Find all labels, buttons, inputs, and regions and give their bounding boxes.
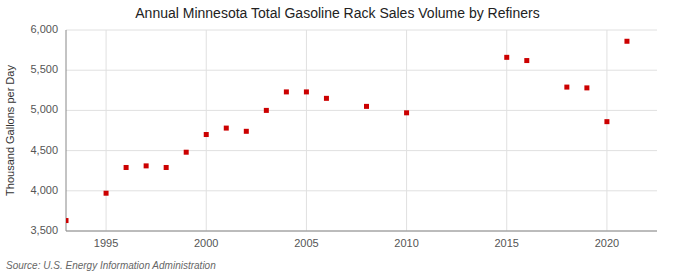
y-tick-label: 5,000 xyxy=(30,103,58,115)
scatter-point xyxy=(364,104,369,109)
x-tick-label: 1995 xyxy=(94,237,118,249)
scatter-point xyxy=(304,89,309,94)
x-grid-line xyxy=(406,30,407,231)
scatter-point xyxy=(66,218,69,223)
y-grid-line xyxy=(66,110,657,111)
scatter-point xyxy=(244,129,249,134)
axes: 3,500 4,000 4,500 5,000 5,500 6,000 1995 2000 20… xyxy=(30,23,657,249)
y-grid-line xyxy=(66,30,657,31)
x-tick-label: 2020 xyxy=(595,237,619,249)
scatter-point xyxy=(524,58,529,63)
y-tick-label: 5,500 xyxy=(30,63,58,75)
scatter-point xyxy=(504,55,509,60)
scatter-point xyxy=(404,110,409,115)
y-axis-line xyxy=(66,30,67,231)
x-grid-line xyxy=(606,30,607,231)
source-note: Source: U.S. Energy Information Administ… xyxy=(6,260,216,271)
chart-svg: 3,500 4,000 4,500 5,000 5,500 6,000 1995 2000 20… xyxy=(0,0,675,275)
y-tick-label: 6,000 xyxy=(30,23,58,35)
scatter-point xyxy=(164,165,169,170)
scatter-point xyxy=(604,119,609,124)
x-grid-line xyxy=(206,30,207,231)
points xyxy=(66,39,629,223)
plot-background xyxy=(66,30,657,231)
x-grid-line xyxy=(306,30,307,231)
x-tick-label: 2000 xyxy=(194,237,218,249)
scatter-point xyxy=(624,39,629,44)
y-tick-label: 4,000 xyxy=(30,184,58,196)
y-grid-line xyxy=(66,231,657,232)
x-tick-label: 2010 xyxy=(394,237,418,249)
y-grid-line xyxy=(66,190,657,191)
scatter-point xyxy=(144,163,149,168)
scatter-point xyxy=(284,89,289,94)
y-grid-line xyxy=(66,70,657,71)
scatter-point xyxy=(264,108,269,113)
chart-title: Annual Minnesota Total Gasoline Rack Sal… xyxy=(135,5,539,21)
x-tick-label: 2015 xyxy=(495,237,519,249)
scatter-point xyxy=(564,85,569,90)
chart-container: 3,500 4,000 4,500 5,000 5,500 6,000 1995 2000 20… xyxy=(0,0,675,275)
x-axis-line xyxy=(66,231,657,232)
scatter-point xyxy=(184,150,189,155)
x-tick-label: 2005 xyxy=(294,237,318,249)
y-grid-line xyxy=(66,150,657,151)
scatter-point xyxy=(104,191,109,196)
y-tick-label: 3,500 xyxy=(30,224,58,236)
grid xyxy=(66,30,657,231)
scatter-point xyxy=(584,85,589,90)
x-grid-line xyxy=(506,30,507,231)
scatter-point xyxy=(324,96,329,101)
y-tick-label: 4,500 xyxy=(30,144,58,156)
scatter-point xyxy=(124,165,129,170)
y-axis-label: Thousand Gallons per Day xyxy=(4,65,16,196)
x-grid-line xyxy=(106,30,107,231)
scatter-point xyxy=(204,132,209,137)
scatter-point xyxy=(224,126,229,131)
